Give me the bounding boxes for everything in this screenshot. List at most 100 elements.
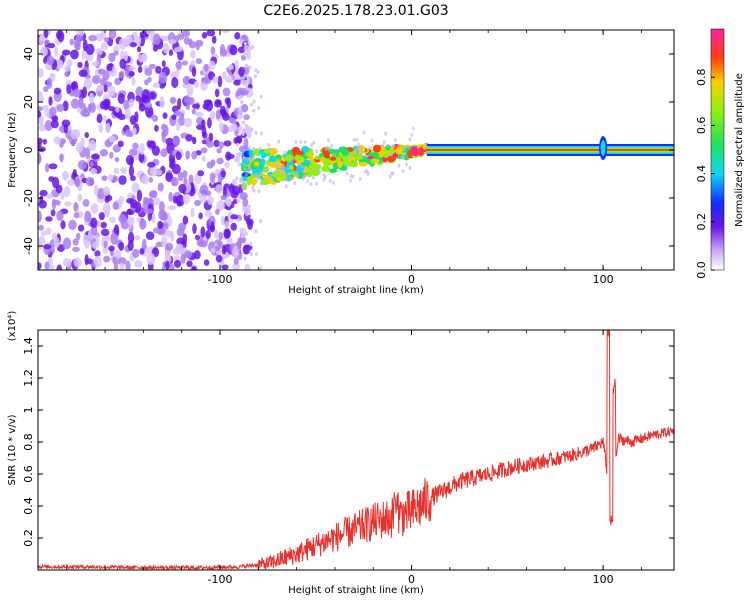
heatmap-cell [247, 170, 251, 175]
heatmap-cell [77, 224, 85, 232]
heatmap-cell [325, 145, 329, 150]
heatmap-cell [404, 162, 408, 167]
heatmap-cell [168, 39, 177, 45]
heatmap-cell [176, 121, 181, 131]
heatmap-cell [53, 87, 62, 95]
heatmap-cell [221, 30, 230, 34]
heatmap-cell [126, 208, 133, 215]
heatmap-cell [192, 223, 197, 234]
heatmap-cell [283, 150, 287, 155]
heatmap-cell [410, 133, 414, 138]
heatmap-cell [243, 114, 250, 121]
heatmap-cell [84, 210, 92, 223]
heatmap-cell [229, 44, 238, 56]
heatmap-cell [177, 33, 185, 40]
heatmap-cell [145, 30, 155, 36]
heatmap-cell [309, 182, 313, 187]
heatmap-cell [206, 30, 216, 37]
heatmap-cell [422, 143, 428, 150]
heatmap-cell [200, 226, 206, 238]
heatmap-cell [152, 82, 161, 88]
heatmap-cell [281, 170, 285, 175]
heatmap-cell [151, 212, 156, 224]
heatmap-cell [144, 102, 153, 108]
heatmap-cell [89, 92, 95, 104]
heatmap-cell [93, 255, 102, 268]
heatmap-cell [249, 252, 253, 257]
heatmap-cell [333, 153, 337, 158]
heatmap-cell [113, 224, 120, 237]
heatmap-cell [176, 200, 182, 207]
heatmap-cell [60, 138, 67, 145]
heatmap-cell [158, 201, 165, 213]
heatmap-cell [73, 201, 79, 212]
heatmap-cell [74, 38, 80, 50]
heatmap-cell [132, 142, 139, 150]
heatmap-cell [308, 155, 314, 163]
heatmap-cell [358, 145, 362, 150]
heatmap-cell [157, 220, 164, 229]
heatmap-cell [60, 220, 66, 230]
heatmap-cell [195, 42, 200, 51]
heatmap-cell [125, 260, 131, 270]
heatmap-cell [144, 105, 154, 118]
heatmap-cell [226, 237, 233, 245]
heatmap-cell [208, 132, 214, 142]
heatmap-cell [256, 69, 260, 74]
heatmap-cell [188, 40, 197, 49]
heatmap-cell [287, 171, 291, 176]
heatmap-cell [243, 51, 247, 56]
heatmap-cell [220, 194, 228, 201]
heatmap-cell [208, 60, 216, 70]
heatmap-cell [155, 65, 162, 74]
heatmap-cell [411, 126, 415, 131]
heatmap-cell [298, 162, 302, 167]
heatmap-cell [322, 177, 326, 182]
heatmap-cell [38, 67, 44, 79]
heatmap-cell [248, 65, 252, 70]
heatmap-cell [59, 153, 64, 163]
heatmap-cell [128, 148, 138, 156]
snr-xlabel: Height of straight line (km) [288, 585, 424, 596]
heatmap-cell [128, 98, 135, 108]
heatmap-cell [62, 49, 71, 56]
heatmap-cell [67, 178, 76, 186]
heatmap-cell [108, 245, 115, 252]
heatmap-cell [218, 231, 224, 241]
heatmap-cell [210, 247, 216, 254]
heatmap-cell [248, 145, 252, 150]
y-tick-label: 40 [22, 47, 35, 61]
heatmap-cell [145, 231, 155, 241]
heatmap-cell [301, 176, 305, 181]
heatmap-cell [209, 172, 216, 183]
heatmap-cell [88, 34, 98, 42]
heatmap-cell [121, 167, 127, 174]
heatmap-cell [202, 131, 208, 139]
heatmap-cell [197, 170, 205, 177]
heatmap-cell [191, 150, 198, 160]
heatmap-cell [203, 78, 212, 85]
heatmap-cell [282, 154, 286, 159]
heatmap-cell [345, 163, 349, 168]
heatmap-cell [285, 154, 293, 162]
heatmap-cell [109, 216, 116, 223]
y-tick-label: -40 [22, 237, 35, 255]
heatmap-cell [85, 43, 95, 55]
heatmap-cell [242, 176, 248, 182]
heatmap-cell [95, 48, 103, 56]
heatmap-cell [243, 256, 247, 261]
heatmap-cell [144, 67, 153, 76]
heatmap-cell [56, 264, 63, 270]
heatmap-cell [322, 172, 326, 177]
heatmap-cell [103, 37, 110, 43]
heatmap-cell [407, 150, 413, 158]
y-tick-label: 0.4 [22, 497, 35, 515]
heatmap-cell [251, 185, 255, 190]
heatmap-cell [319, 156, 326, 163]
heatmap-cell [45, 193, 54, 199]
heatmap-cell [54, 46, 59, 57]
heatmap-cell [171, 114, 177, 121]
heatmap-cell [303, 140, 307, 145]
heatmap-cell [76, 142, 84, 153]
heatmap-cell [372, 144, 382, 153]
